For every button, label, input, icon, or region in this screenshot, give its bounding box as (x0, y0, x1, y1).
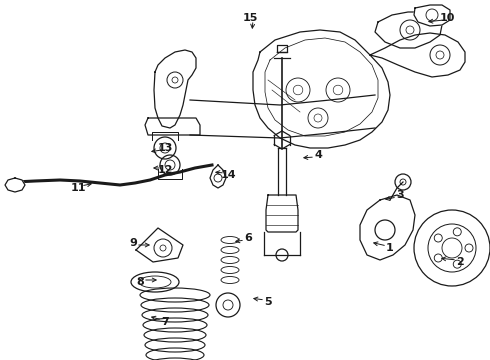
Polygon shape (375, 12, 442, 48)
Text: 9: 9 (129, 238, 137, 248)
Text: 15: 15 (243, 13, 258, 23)
Polygon shape (154, 50, 196, 128)
Polygon shape (414, 5, 450, 26)
Text: 10: 10 (440, 13, 455, 23)
Text: 11: 11 (70, 183, 86, 193)
Polygon shape (5, 178, 25, 192)
Polygon shape (210, 165, 226, 188)
Text: 5: 5 (264, 297, 272, 307)
Text: 12: 12 (157, 165, 173, 175)
Text: 1: 1 (386, 243, 394, 253)
Polygon shape (360, 195, 415, 260)
Text: 14: 14 (220, 170, 236, 180)
Text: 8: 8 (136, 277, 144, 287)
Text: 6: 6 (244, 233, 252, 243)
Text: 4: 4 (314, 150, 322, 160)
Text: 3: 3 (396, 190, 404, 200)
Text: 7: 7 (161, 317, 169, 327)
Text: 2: 2 (456, 257, 464, 267)
Polygon shape (145, 118, 200, 135)
Polygon shape (253, 30, 390, 148)
Text: 13: 13 (157, 143, 172, 153)
Polygon shape (136, 228, 183, 262)
Polygon shape (266, 195, 298, 232)
Polygon shape (370, 33, 465, 77)
